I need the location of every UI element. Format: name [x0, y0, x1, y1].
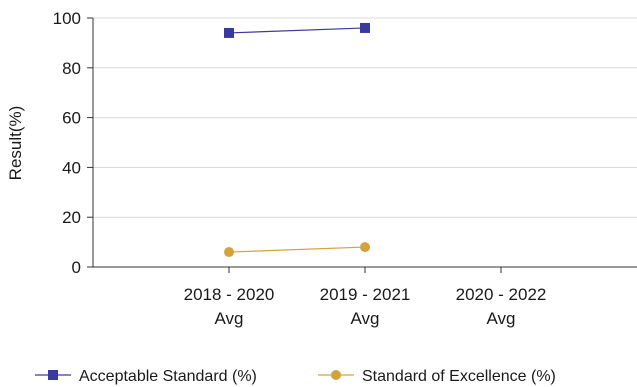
y-tick-label: 100: [53, 9, 81, 28]
x-tick-label-line: Avg: [215, 309, 244, 328]
y-axis-title: Result(%): [6, 106, 25, 181]
y-tick-labels: 0 20 40 60 80 100: [53, 9, 81, 277]
x-tick-label: 2020 - 2022 Avg: [456, 285, 547, 328]
gridlines: [93, 17, 637, 218]
data-point: [360, 242, 370, 253]
x-tick-label: 2019 - 2021 Avg: [320, 285, 411, 328]
x-tick-label-line: 2020 - 2022: [456, 285, 547, 304]
legend-label: Standard of Excellence (%): [362, 368, 556, 385]
y-tick-label: 40: [62, 158, 81, 177]
y-tick-label: 80: [62, 59, 81, 78]
legend-marker: [48, 370, 58, 380]
x-tick-label-line: Avg: [487, 309, 516, 328]
y-tick-label: 20: [62, 208, 81, 227]
legend-marker: [331, 370, 341, 380]
x-tick-label-line: Avg: [351, 309, 380, 328]
x-tick-label: 2018 - 2020 Avg: [184, 285, 275, 328]
x-tick-label-line: 2019 - 2021: [320, 285, 411, 304]
series-line: [228, 246, 366, 253]
x-tick-label-line: 2018 - 2020: [184, 285, 275, 304]
series-group: [224, 22, 370, 258]
data-point: [224, 27, 234, 38]
axes: [87, 17, 637, 273]
series-line: [228, 27, 366, 34]
legend-label: Acceptable Standard (%): [79, 368, 257, 385]
y-tick-label: 60: [62, 109, 81, 128]
x-tick-labels: 2018 - 2020 Avg 2019 - 2021 Avg 2020 - 2022 A…: [184, 285, 547, 328]
data-point: [224, 247, 234, 258]
legend: Acceptable Standard (%) Standard of Excel…: [35, 368, 556, 385]
data-point: [360, 22, 370, 33]
y-tick-label: 0: [72, 258, 81, 277]
